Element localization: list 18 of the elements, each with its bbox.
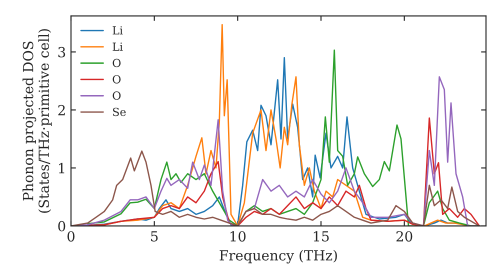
x-tick-label: 15 (314, 231, 329, 242)
legend-label: O (112, 75, 121, 84)
x-axis-title: Frequency (THz) (220, 250, 337, 264)
y-tick-label: 2 (58, 104, 65, 116)
y-tick-label: 1 (58, 162, 64, 174)
line-series (71, 150, 480, 226)
legend-label: O (112, 91, 121, 100)
x-tick-label: 0 (67, 231, 74, 242)
legend-label: O (112, 58, 121, 68)
legend-label: Li (112, 42, 123, 51)
x-tick-label: 10 (230, 231, 246, 242)
y-axis-title: Phonon projected DOS (States/THz·primitive cell) (22, 29, 52, 213)
legend-label: Se (113, 108, 126, 116)
y-tick-label: 0 (58, 220, 66, 232)
x-tick-label: 20 (396, 231, 412, 242)
y-tick-label: 3 (58, 46, 66, 58)
x-tick-label: 5 (151, 231, 158, 242)
legend-label: Li (112, 26, 123, 34)
